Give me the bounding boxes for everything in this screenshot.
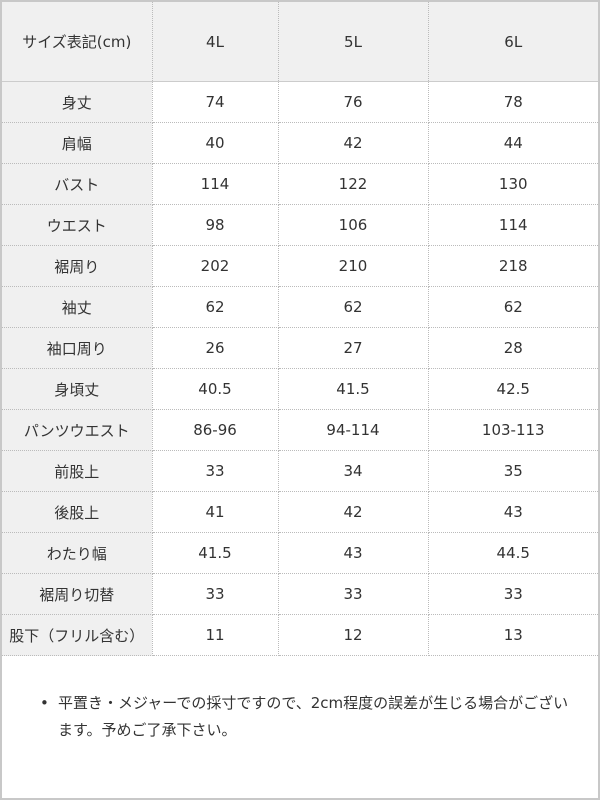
value-cell: 98 — [152, 204, 279, 246]
value-cell: 41.5 — [152, 532, 279, 574]
size-header-cell: 5L — [278, 2, 429, 82]
value-cell: 43 — [428, 491, 598, 533]
value-cell: 106 — [278, 204, 429, 246]
value-cell: 122 — [278, 163, 429, 205]
value-cell: 42.5 — [428, 368, 598, 410]
row-label-cell: 股下（フリル含む） — [2, 614, 153, 656]
value-cell: 33 — [152, 573, 279, 615]
table-row: 袖丈 62 62 62 — [2, 286, 598, 328]
table-row: 裾周り切替 33 33 33 — [2, 573, 598, 615]
value-cell: 74 — [152, 81, 279, 123]
table-row: 前股上 33 34 35 — [2, 450, 598, 492]
value-cell: 114 — [152, 163, 279, 205]
value-cell: 210 — [278, 245, 429, 287]
value-cell: 62 — [428, 286, 598, 328]
row-label-cell: わたり幅 — [2, 532, 153, 574]
row-label-cell: 身丈 — [2, 81, 153, 123]
value-cell: 33 — [278, 573, 429, 615]
row-label-cell: パンツウエスト — [2, 409, 153, 451]
value-cell: 62 — [278, 286, 429, 328]
row-label-cell: 裾周り — [2, 245, 153, 287]
value-cell: 43 — [278, 532, 429, 574]
table-row: バスト 114 122 130 — [2, 163, 598, 205]
measurement-note: • 平置き・メジャーでの採寸ですので、2cm程度の誤差が生じる場合がございます。… — [40, 690, 578, 744]
value-cell: 76 — [278, 81, 429, 123]
table-row: ウエスト 98 106 114 — [2, 204, 598, 246]
row-label-cell: 前股上 — [2, 450, 153, 492]
row-label-cell: 裾周り切替 — [2, 573, 153, 615]
row-label-cell: バスト — [2, 163, 153, 205]
value-cell: 114 — [428, 204, 598, 246]
value-cell: 103-113 — [428, 409, 598, 451]
row-label-cell: 後股上 — [2, 491, 153, 533]
value-cell: 13 — [428, 614, 598, 656]
table-row: 後股上 41 42 43 — [2, 491, 598, 533]
note-text: 平置き・メジャーでの採寸ですので、2cm程度の誤差が生じる場合がございます。予め… — [58, 694, 569, 739]
value-cell: 42 — [278, 491, 429, 533]
value-cell: 12 — [278, 614, 429, 656]
value-cell: 11 — [152, 614, 279, 656]
value-cell: 130 — [428, 163, 598, 205]
value-cell: 35 — [428, 450, 598, 492]
row-label-cell: ウエスト — [2, 204, 153, 246]
table-row: 肩幅 40 42 44 — [2, 122, 598, 164]
header-label-cell: サイズ表記(cm) — [2, 2, 153, 82]
table-row: 裾周り 202 210 218 — [2, 245, 598, 287]
table-row: 身頃丈 40.5 41.5 42.5 — [2, 368, 598, 410]
value-cell: 33 — [152, 450, 279, 492]
row-label-cell: 袖丈 — [2, 286, 153, 328]
value-cell: 40.5 — [152, 368, 279, 410]
table-row: 袖口周り 26 27 28 — [2, 327, 598, 369]
value-cell: 78 — [428, 81, 598, 123]
table-row: 身丈 74 76 78 — [2, 81, 598, 123]
value-cell: 42 — [278, 122, 429, 164]
value-cell: 94-114 — [278, 409, 429, 451]
value-cell: 33 — [428, 573, 598, 615]
bullet-icon: • — [40, 694, 49, 712]
row-label-cell: 肩幅 — [2, 122, 153, 164]
value-cell: 86-96 — [152, 409, 279, 451]
value-cell: 41 — [152, 491, 279, 533]
size-header-cell: 4L — [152, 2, 279, 82]
value-cell: 202 — [152, 245, 279, 287]
row-label-cell: 袖口周り — [2, 327, 153, 369]
value-cell: 62 — [152, 286, 279, 328]
value-cell: 41.5 — [278, 368, 429, 410]
size-table: サイズ表記(cm) 4L 5L 6L 身丈 74 76 78 肩幅 40 42 44 バスト 114 122… — [2, 2, 598, 656]
value-cell: 28 — [428, 327, 598, 369]
value-cell: 40 — [152, 122, 279, 164]
value-cell: 218 — [428, 245, 598, 287]
size-header-cell: 6L — [428, 2, 598, 82]
value-cell: 44.5 — [428, 532, 598, 574]
value-cell: 26 — [152, 327, 279, 369]
row-label-cell: 身頃丈 — [2, 368, 153, 410]
value-cell: 44 — [428, 122, 598, 164]
value-cell: 27 — [278, 327, 429, 369]
value-cell: 34 — [278, 450, 429, 492]
table-row: パンツウエスト 86-96 94-114 103-113 — [2, 409, 598, 451]
table-row: わたり幅 41.5 43 44.5 — [2, 532, 598, 574]
table-row: 股下（フリル含む） 11 12 13 — [2, 614, 598, 656]
table-header-row: サイズ表記(cm) 4L 5L 6L — [2, 2, 598, 82]
